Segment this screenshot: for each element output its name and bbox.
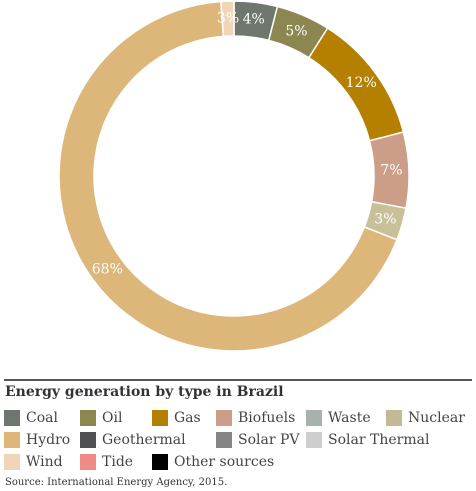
legend-label: Waste <box>328 410 371 426</box>
slice-label-gas: 12% <box>346 75 377 91</box>
legend-swatch <box>80 410 96 426</box>
legend-swatch <box>152 454 168 470</box>
legend-label: Tide <box>102 454 134 470</box>
legend-swatch <box>386 410 402 426</box>
legend-label: Oil <box>102 410 123 426</box>
slice-hydro <box>58 0 398 352</box>
slice-label-hydro: 68% <box>92 262 123 278</box>
chart-title: Energy generation by type in Brazil <box>5 384 284 400</box>
legend-label: Biofuels <box>238 410 296 426</box>
legend-item-coal: Coal <box>4 408 58 428</box>
slice-label-nuclear: 3% <box>374 211 396 227</box>
donut-chart: 4% 5% 12% 7% 3% 68% 3% <box>58 0 410 352</box>
legend-item-geothermal: Geothermal <box>80 430 186 450</box>
legend-swatch <box>216 432 232 448</box>
legend-item-solar-thermal: Solar Thermal <box>306 430 429 450</box>
legend-label: Coal <box>26 410 58 426</box>
legend-label: Geothermal <box>102 432 186 448</box>
legend-label: Hydro <box>26 432 71 448</box>
legend-item-gas: Gas <box>152 408 201 428</box>
slice-label-oil: 5% <box>285 23 307 39</box>
legend-item-solar-pv: Solar PV <box>216 430 300 450</box>
legend-swatch <box>80 454 96 470</box>
source-note: Source: International Energy Agency, 201… <box>5 477 228 488</box>
legend-swatch <box>216 410 232 426</box>
legend-swatch <box>4 410 20 426</box>
legend-label: Nuclear <box>408 410 465 426</box>
legend-label: Other sources <box>174 454 275 470</box>
legend-swatch <box>4 432 20 448</box>
legend-item-wind: Wind <box>4 452 63 472</box>
legend-item-nuclear: Nuclear <box>386 408 465 428</box>
slice-label-biofuels: 7% <box>380 163 402 179</box>
legend-swatch <box>306 410 322 426</box>
legend-item-oil: Oil <box>80 408 122 428</box>
legend-label: Gas <box>174 410 201 426</box>
legend-swatch <box>152 410 168 426</box>
legend-label: Wind <box>26 454 63 470</box>
legend-item-tide: Tide <box>80 452 133 472</box>
legend-item-biofuels: Biofuels <box>216 408 295 428</box>
legend-label: Solar Thermal <box>328 432 430 448</box>
slice-label-wind: 3% <box>217 11 239 27</box>
legend-item-hydro: Hydro <box>4 430 70 450</box>
slice-wind <box>220 0 235 38</box>
slice-label-coal: 4% <box>243 12 265 28</box>
legend-item-other-sources: Other sources <box>152 452 274 472</box>
legend-swatch <box>306 432 322 448</box>
legend-swatch <box>80 432 96 448</box>
legend: Coal Oil Gas Biofuels Waste Nuclear Hydro Geoth… <box>4 408 474 474</box>
legend-swatch <box>4 454 20 470</box>
legend-divider <box>4 379 472 381</box>
legend-label: Solar PV <box>238 432 300 448</box>
legend-item-waste: Waste <box>306 408 371 428</box>
